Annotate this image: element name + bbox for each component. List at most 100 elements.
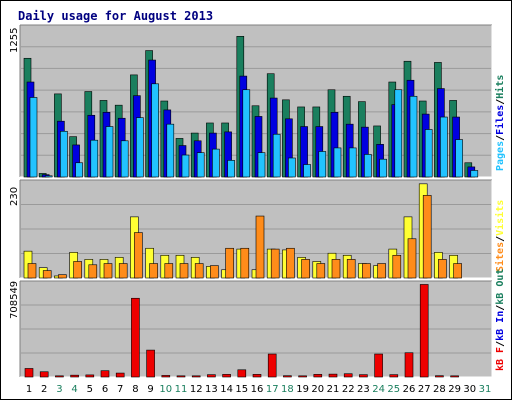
kbf-bar bbox=[222, 374, 231, 378]
sites-bar bbox=[103, 263, 113, 279]
day-label: 6 bbox=[102, 384, 108, 395]
pages-bar bbox=[166, 123, 175, 178]
day-label: 1 bbox=[26, 384, 32, 395]
pages-bar bbox=[394, 89, 403, 178]
day-label: 30 bbox=[463, 384, 476, 395]
day-label: 23 bbox=[357, 384, 370, 395]
day-label: 17 bbox=[266, 384, 279, 395]
pages-bar bbox=[470, 170, 479, 178]
sites-bar bbox=[362, 263, 371, 279]
y-max-label: 708549 bbox=[9, 281, 20, 319]
kbf-bar bbox=[85, 374, 95, 378]
chart-title: Daily usage for August 2013 bbox=[18, 9, 214, 23]
kbf-bar bbox=[24, 368, 34, 378]
kbf-bar bbox=[252, 374, 262, 378]
kbf-bar bbox=[39, 371, 49, 378]
pages-bar bbox=[409, 95, 418, 178]
day-label: 16 bbox=[251, 384, 264, 395]
kbf-bar bbox=[70, 374, 79, 378]
day-label: 20 bbox=[311, 384, 324, 395]
sites-bar bbox=[149, 263, 158, 279]
day-label: 13 bbox=[205, 384, 218, 395]
sites-bar bbox=[331, 259, 341, 279]
sites-bar bbox=[422, 195, 432, 279]
sites-bar bbox=[42, 270, 52, 279]
pages-bar bbox=[196, 152, 205, 178]
sites-bar bbox=[179, 263, 189, 279]
kbf-bar bbox=[374, 353, 383, 378]
sites-bar bbox=[73, 261, 82, 279]
legend-2: Sites/Visits bbox=[494, 200, 506, 272]
day-label: 27 bbox=[418, 384, 431, 395]
day-label: 3 bbox=[56, 384, 62, 395]
kbf-bar bbox=[207, 374, 216, 378]
legend-entry: kB In bbox=[495, 311, 506, 341]
sites-bar bbox=[377, 263, 386, 279]
day-label: 12 bbox=[190, 384, 203, 395]
sites-bar bbox=[316, 263, 326, 279]
y-max-label: 230 bbox=[9, 187, 20, 206]
pages-bar bbox=[424, 129, 433, 178]
pages-bar bbox=[348, 147, 357, 178]
kbf-bar bbox=[176, 375, 186, 378]
kbf-bar bbox=[359, 374, 368, 378]
day-label: 8 bbox=[132, 384, 138, 395]
kbf-bar bbox=[389, 374, 399, 378]
sites-bar bbox=[392, 254, 402, 279]
day-label: 14 bbox=[220, 384, 233, 395]
pages-bar bbox=[455, 139, 463, 178]
kbf-bar bbox=[298, 375, 307, 378]
kbf-bar bbox=[161, 375, 171, 378]
sites-bar bbox=[118, 263, 128, 279]
pages-bar bbox=[227, 160, 235, 178]
pages-bar bbox=[60, 130, 68, 178]
pages-bar bbox=[242, 89, 251, 178]
day-label: 28 bbox=[433, 384, 446, 395]
sites-bar bbox=[407, 238, 417, 279]
day-label: 5 bbox=[87, 384, 93, 395]
legend-entry: kB Out bbox=[495, 269, 506, 305]
day-label: 19 bbox=[296, 384, 309, 395]
day-label: 25 bbox=[387, 384, 400, 395]
sites-bar bbox=[453, 263, 462, 279]
kbf-bar bbox=[237, 369, 247, 378]
sites-bar bbox=[194, 263, 204, 279]
sites-bar bbox=[346, 259, 356, 279]
sites-bar bbox=[210, 265, 219, 279]
legend-separator: / bbox=[495, 341, 506, 347]
kbf-bar bbox=[343, 373, 353, 378]
legend-separator: / bbox=[495, 305, 506, 311]
pages-bar bbox=[440, 116, 448, 178]
kbf-bar bbox=[131, 297, 140, 378]
day-label: 21 bbox=[327, 384, 340, 395]
day-label: 2 bbox=[41, 384, 47, 395]
sites-bar bbox=[225, 247, 234, 279]
kbf-bar bbox=[328, 373, 338, 378]
pages-bar bbox=[288, 157, 296, 178]
pages-bar bbox=[364, 154, 372, 178]
legend-entry: Hits bbox=[494, 75, 506, 99]
sites-bar bbox=[134, 232, 143, 279]
sites-bar bbox=[27, 263, 37, 279]
kbf-bar bbox=[191, 375, 201, 378]
legend-entry: Files bbox=[494, 105, 506, 135]
sites-bar bbox=[255, 215, 265, 279]
legend-entry: kB F bbox=[495, 347, 506, 371]
kbf-bar bbox=[146, 349, 155, 378]
kbf-bar bbox=[55, 375, 64, 378]
day-label: 24 bbox=[372, 384, 385, 395]
pages-bar bbox=[120, 140, 129, 178]
pages-bar bbox=[303, 164, 311, 178]
pages-bar bbox=[136, 117, 144, 178]
sites-bar bbox=[438, 259, 447, 279]
kbf-bar bbox=[435, 375, 444, 378]
pages-bar bbox=[333, 147, 342, 178]
legend-entry: Visits bbox=[494, 200, 506, 236]
day-label: 18 bbox=[281, 384, 294, 395]
legend-entry: Sites bbox=[494, 242, 506, 272]
sites-bar bbox=[270, 248, 280, 279]
pages-bar bbox=[29, 97, 38, 178]
legend-1: Pages/Files/Hits bbox=[494, 75, 506, 171]
pages-bar bbox=[151, 83, 159, 178]
